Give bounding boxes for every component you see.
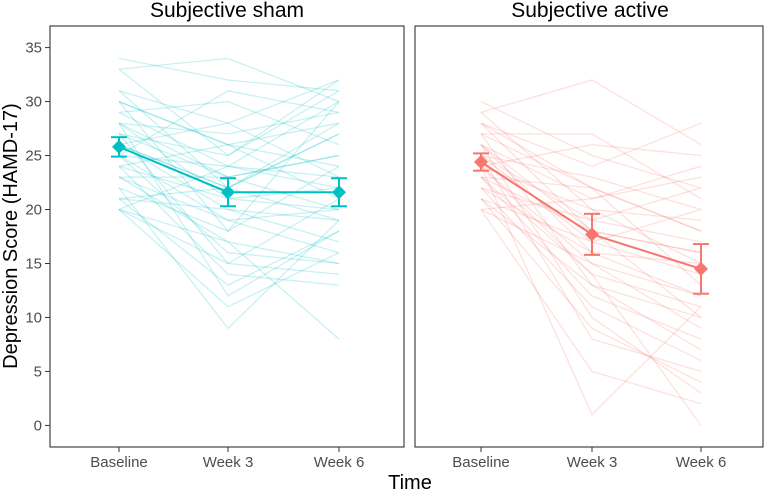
individual-line (118, 154, 340, 221)
individual-line (480, 208, 702, 297)
individual-line (118, 122, 340, 178)
individual-line (118, 176, 340, 254)
individual-line (118, 100, 340, 146)
individual-line (480, 79, 702, 146)
x-tick-label: Baseline (90, 454, 148, 471)
individual-line (480, 144, 702, 167)
individual-line (118, 57, 340, 92)
individual-line (118, 198, 340, 221)
individual-line (480, 122, 702, 167)
individual-line (480, 165, 702, 329)
individual-line (481, 133, 702, 200)
individual-line (118, 79, 340, 124)
individual-line (480, 176, 702, 340)
x-tick-label: Week 3 (203, 454, 254, 471)
individual-line (480, 154, 702, 211)
individual-line (118, 144, 340, 200)
mean-point (474, 155, 488, 170)
y-tick-label: 0 (34, 417, 42, 434)
panel-sham-summary (111, 136, 347, 208)
individual-line (480, 187, 702, 362)
panel-sham-border (49, 25, 405, 448)
individual-line (480, 176, 702, 426)
individual-line (118, 176, 340, 340)
y-tick-label: 25 (25, 148, 42, 165)
individual-line (480, 155, 702, 373)
x-tick-label: Week 3 (567, 454, 618, 471)
mean-point (221, 185, 235, 200)
individual-line (118, 101, 340, 167)
individual-line (118, 122, 340, 297)
panel-active-title: Subjective active (511, 0, 669, 22)
panel-sham: Subjective sham (49, 0, 405, 448)
individual-line (118, 90, 340, 157)
x-tick-label: Week 6 (314, 454, 365, 471)
individual-line (480, 133, 702, 351)
individual-line (118, 57, 340, 103)
mean-point (694, 261, 708, 276)
individual-line (118, 122, 340, 211)
x-tick-label: Week 6 (676, 454, 727, 471)
individual-line (118, 68, 340, 157)
individual-line (118, 165, 340, 232)
individual-line (480, 101, 702, 189)
individual-line (480, 144, 702, 200)
y-tick-label: 30 (25, 94, 42, 111)
individual-line (480, 165, 702, 308)
individual-line (118, 133, 340, 275)
y-tick-label: 5 (34, 363, 42, 380)
individual-line (118, 100, 340, 146)
individual-line (480, 165, 702, 221)
individual-line (118, 133, 340, 178)
y-tick-label: 35 (25, 40, 42, 57)
individual-line (118, 209, 340, 308)
mean-point (332, 185, 346, 200)
individual-line (480, 133, 702, 232)
x-axis-title: Time (388, 472, 432, 492)
individual-line (119, 154, 340, 178)
individual-line (480, 198, 702, 383)
individual-line (118, 165, 340, 211)
individual-line (118, 90, 340, 157)
individual-line (480, 176, 702, 211)
panel-sham-title: Subjective sham (150, 0, 304, 22)
y-axis-title: Depression Score (HAMD-17) (0, 103, 22, 369)
individual-line (118, 198, 340, 265)
x-axis: Baseline Week 3 Week 6 Baseline Week 3 Week 6 (90, 447, 726, 471)
y-tick-label: 15 (25, 255, 42, 272)
individual-line (480, 166, 702, 416)
mean-point (585, 227, 599, 242)
individual-line (480, 209, 702, 405)
mean-point (112, 139, 126, 154)
individual-line (118, 165, 340, 286)
x-tick-label: Baseline (452, 454, 510, 471)
individual-line (118, 144, 340, 243)
y-axis: 0 5 10 15 20 25 30 35 (25, 40, 50, 434)
individual-line (118, 101, 340, 233)
individual-line (118, 111, 340, 135)
panel-active-summary (473, 152, 709, 295)
y-tick-label: 10 (25, 309, 42, 326)
individual-line (118, 111, 340, 189)
individual-line (118, 155, 340, 265)
individual-line (118, 208, 340, 265)
individual-line (480, 122, 702, 232)
individual-line (480, 111, 702, 265)
y-tick-label: 20 (25, 202, 42, 219)
individual-line (118, 187, 340, 330)
individual-line (118, 198, 340, 286)
individual-line (480, 144, 702, 394)
panel-active: Subjective active (414, 0, 764, 448)
individual-line (480, 198, 702, 319)
individual-line (480, 176, 702, 286)
individual-line (118, 100, 340, 167)
